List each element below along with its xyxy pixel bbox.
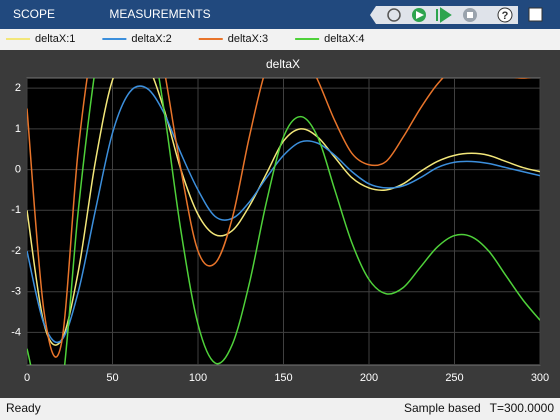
chart-title: deltaX — [266, 57, 300, 71]
status-time: T=300.0000 — [490, 401, 555, 415]
undock-icon[interactable] — [528, 7, 543, 22]
step-icon[interactable] — [436, 7, 452, 23]
y-tick-label: -1 — [11, 204, 21, 216]
x-tick-label: 0 — [24, 372, 30, 384]
x-tick-label: 100 — [189, 372, 207, 384]
x-tick-label: 50 — [106, 372, 118, 384]
y-tick-label: 0 — [15, 164, 21, 176]
series-line — [27, 78, 532, 358]
status-mode: Sample based — [404, 401, 481, 415]
help-glyph: ? — [502, 10, 509, 22]
series-line — [27, 78, 540, 365]
plot-lines — [27, 78, 540, 365]
y-tick-label: 1 — [15, 123, 21, 135]
y-tick-label: -2 — [11, 245, 21, 257]
series-line — [27, 78, 540, 346]
legend-label: deltaX:4 — [324, 33, 364, 45]
status-text: Ready — [6, 401, 41, 415]
stop-glyph — [467, 12, 473, 18]
legend-label: deltaX:2 — [131, 33, 171, 45]
legend-label: deltaX:1 — [35, 33, 75, 45]
tab[interactable]: MEASUREMENTS — [109, 7, 210, 21]
x-tick-label: 200 — [360, 372, 378, 384]
y-tick-label: -4 — [11, 326, 21, 338]
run-glyph — [416, 11, 424, 19]
legend-label: deltaX:3 — [228, 33, 268, 45]
y-tick-label: 2 — [15, 82, 21, 94]
x-tick-label: 300 — [531, 372, 549, 384]
y-tick-label: -3 — [11, 286, 21, 298]
tab[interactable]: SCOPE — [13, 7, 55, 21]
x-tick-label: 150 — [274, 372, 292, 384]
series-line — [27, 85, 540, 344]
x-tick-label: 250 — [445, 372, 463, 384]
settings-icon[interactable] — [387, 8, 401, 22]
legend-bar — [0, 29, 560, 50]
status-bar — [0, 398, 560, 420]
help-icon[interactable] — [497, 7, 513, 23]
